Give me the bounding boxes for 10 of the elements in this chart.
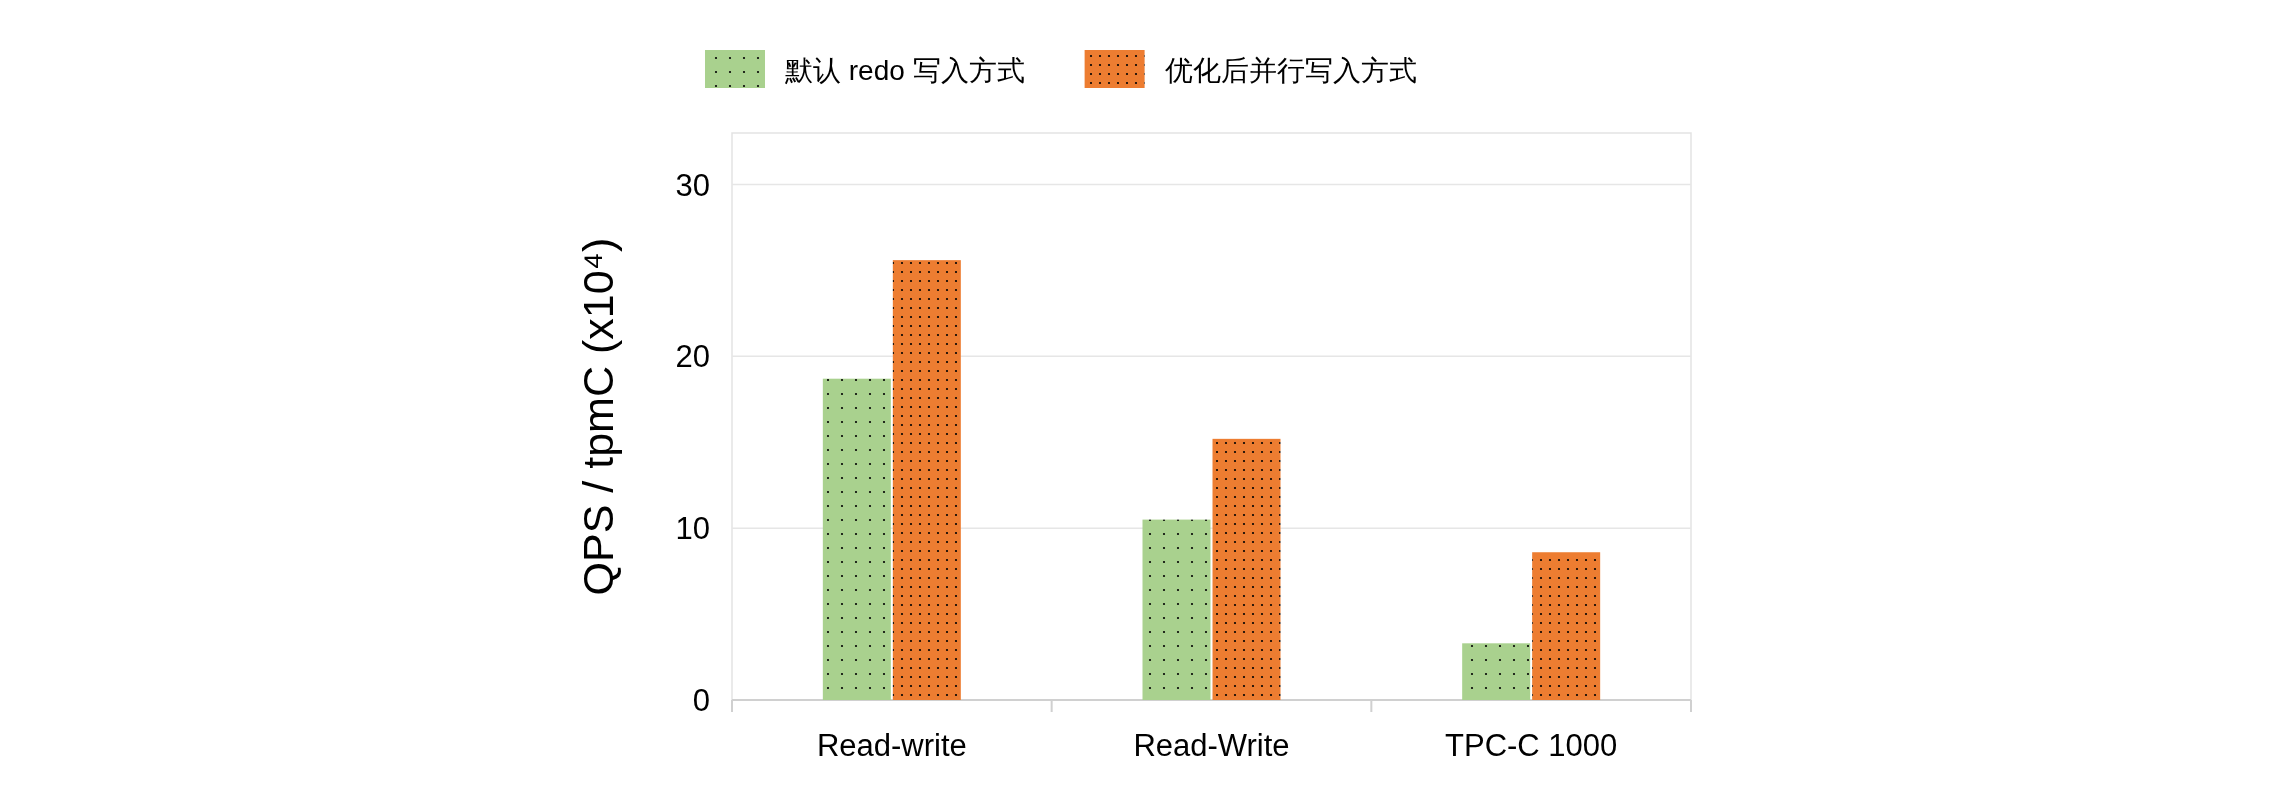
x-tick-label: Read-Write	[1133, 728, 1290, 763]
x-tick-label: Read-write	[816, 728, 967, 763]
y-tick-label: 30	[675, 167, 710, 203]
x-tick-label: TPC-C 1000	[1445, 728, 1618, 763]
legend-label: 默认 redo 写入方式	[784, 55, 1025, 86]
legend-label: 优化后并行写入方式	[1164, 55, 1417, 86]
y-axis-title: QPS / tpmC (x10⁴)	[574, 237, 622, 596]
y-tick-label: 0	[692, 683, 710, 718]
y-tick-label: 10	[675, 511, 710, 547]
y-tick-label: 20	[675, 339, 710, 375]
